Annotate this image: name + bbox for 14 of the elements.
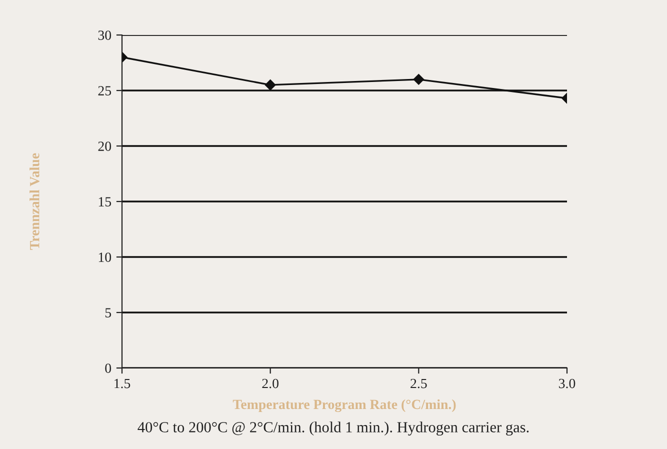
y-tick-label: 25 (98, 86, 112, 96)
x-axis-title: Temperature Program Rate (°C/min.) (232, 399, 456, 412)
text: 40°C to 200°C @ 2°C/min. (hold 1 min.). Hydrogen carrier gas. (138, 422, 529, 436)
y-tick-label: 0 (105, 364, 112, 373)
y-tick-label: 10 (98, 252, 112, 262)
y-axis-title: Trennzahl Value (30, 153, 40, 250)
x-tick-label: 2.5 (410, 378, 427, 388)
y-tick-label: 20 (98, 142, 112, 151)
x-tick-label: 1.5 (114, 378, 130, 388)
x-tick-label: 2.0 (262, 378, 278, 388)
x-tick-label: 3.0 (558, 378, 576, 388)
y-tick-label: 5 (105, 308, 112, 318)
y-tick-label: 30 (98, 30, 112, 40)
y-tick-label: 15 (98, 197, 112, 206)
